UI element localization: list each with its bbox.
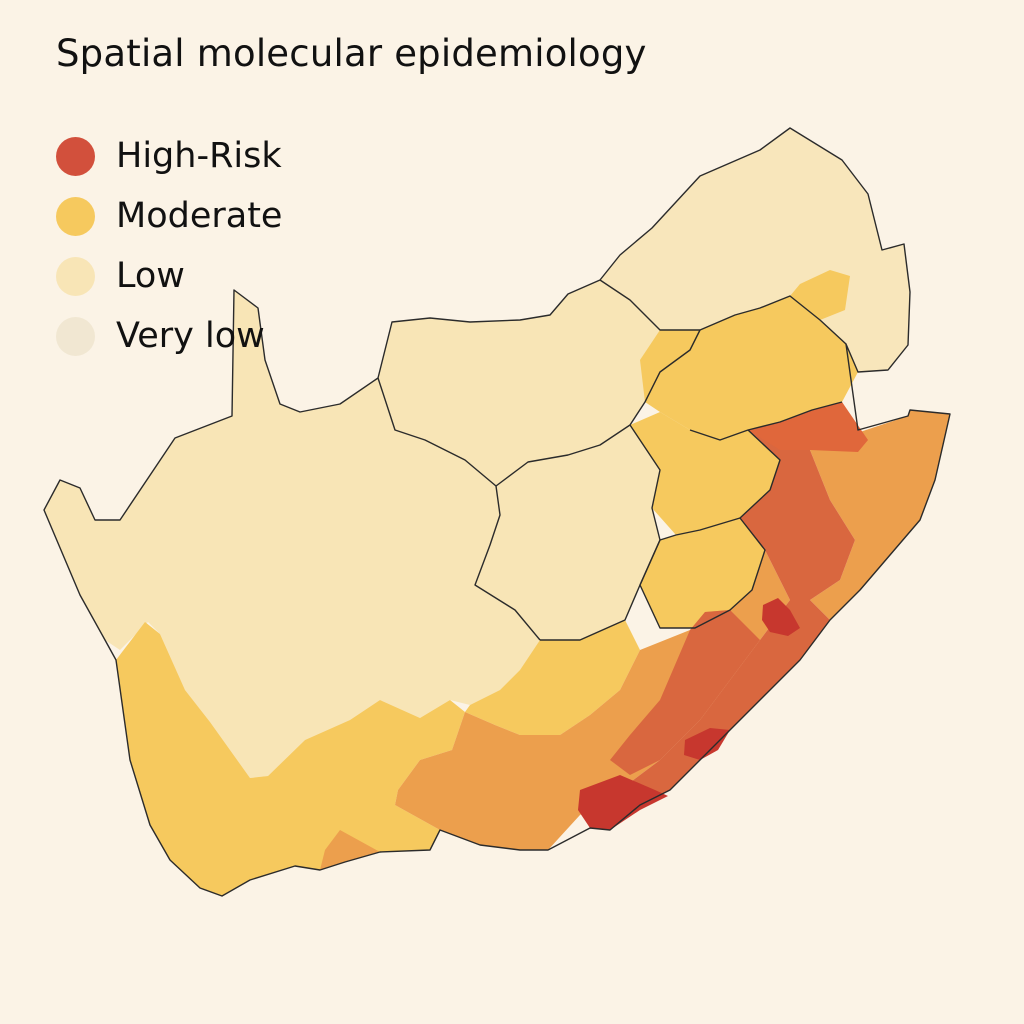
province-boundary-northwest <box>377 377 497 487</box>
region-western-cape <box>116 622 465 896</box>
province-boundary-lesotho <box>639 517 766 629</box>
province-boundary-free-state-west <box>474 485 541 641</box>
region-kwazulu-natal-east <box>810 410 950 620</box>
region-lesotho-adjacent <box>640 518 765 628</box>
legend: High-Risk Moderate Low Very low <box>56 126 282 366</box>
legend-label-high-risk: High-Risk <box>116 136 282 176</box>
legend-label-very-low: Very low <box>116 316 265 356</box>
legend-item-high-risk: High-Risk <box>56 126 282 186</box>
map-title: Spatial molecular epidemiology <box>56 32 647 75</box>
region-karoo-east <box>465 620 640 735</box>
legend-item-low: Low <box>56 246 282 306</box>
region-eastern-plateau <box>630 412 780 535</box>
region-transkei-inland <box>610 610 760 775</box>
region-hotspot-durban <box>762 598 800 636</box>
region-mpumalanga-belt <box>640 296 858 440</box>
region-eastern-cape-west <box>395 550 790 850</box>
national-boundary <box>43 127 951 897</box>
legend-label-moderate: Moderate <box>116 196 283 236</box>
region-northwest <box>378 280 700 486</box>
legend-label-low: Low <box>116 256 185 296</box>
province-boundary-mpumalanga-south <box>689 401 843 441</box>
legend-swatch-very-low <box>56 316 95 356</box>
legend-item-very-low: Very low <box>56 306 282 366</box>
legend-swatch-high-risk <box>56 136 95 176</box>
region-eastern-cape-patch <box>320 830 380 870</box>
region-transkei <box>620 600 830 805</box>
region-northern-cape <box>44 290 540 778</box>
region-hotspot-east-london <box>578 775 668 830</box>
province-boundary-kzn <box>739 429 781 519</box>
province-boundary-gauteng <box>599 279 847 345</box>
region-kwazulu-natal-north-strip <box>748 402 868 452</box>
region-free-state <box>475 425 660 640</box>
region-hotspot-transkei <box>684 728 730 760</box>
legend-swatch-low <box>56 256 95 296</box>
region-kwazulu-natal-core <box>740 402 858 600</box>
region-north-moderate-strip <box>760 270 850 320</box>
legend-item-moderate: Moderate <box>56 186 282 246</box>
legend-swatch-moderate <box>56 196 95 236</box>
